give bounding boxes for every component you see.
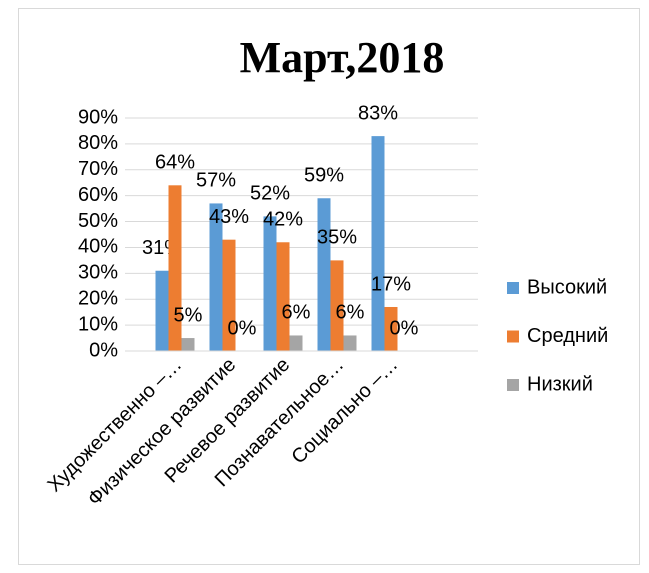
value-label: 59% [304,165,344,187]
y-tick-label: 90% [78,106,118,128]
value-label: 0% [390,317,419,339]
bar [263,216,277,351]
y-tick-label: 0% [89,339,118,361]
bar [371,136,385,351]
bar [317,198,331,351]
bar [168,185,182,351]
value-label: 5% [174,304,203,326]
bar [330,260,344,351]
legend-label: Высокий [527,276,607,298]
bar [222,239,236,351]
value-label: 43% [209,206,249,228]
value-label: 0% [228,317,257,339]
bar [289,335,303,351]
legend-label: Средний [527,325,608,347]
legend-swatch [507,282,519,294]
legend-swatch [507,330,519,343]
value-label: 57% [196,170,236,192]
y-tick-label: 10% [78,313,118,335]
y-tick-label: 80% [78,132,118,154]
bar [276,242,290,351]
y-tick-label: 20% [78,288,118,310]
bar [384,306,398,351]
y-tick-label: 40% [78,236,118,258]
value-label: 35% [317,227,357,249]
value-label: 17% [371,273,411,295]
y-tick-label: 60% [78,184,118,206]
y-tick-label: 50% [78,210,118,232]
bar [209,203,223,351]
legend-label: Низкий [527,373,593,395]
bar [181,338,195,351]
value-label: 52% [250,183,290,205]
legend-swatch [507,379,519,391]
bar [155,270,169,351]
y-tick-label: 70% [78,158,118,180]
value-label: 64% [155,152,195,174]
chart-title: Март,2018 [240,33,445,82]
value-label: 6% [336,302,365,324]
y-tick-label: 30% [78,262,118,284]
bar [343,335,357,351]
value-label: 42% [263,209,303,231]
value-label: 83% [358,102,398,124]
value-label: 6% [282,302,311,324]
